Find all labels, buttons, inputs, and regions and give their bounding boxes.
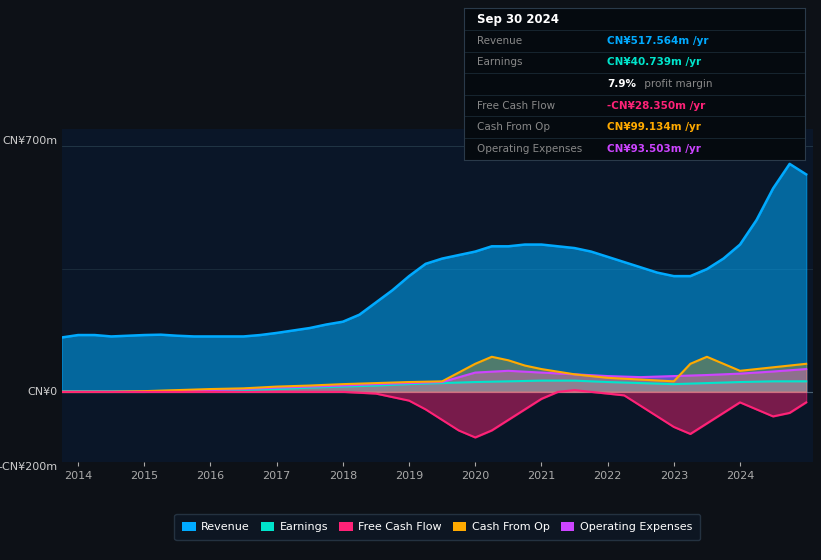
Text: -CN¥28.350m /yr: -CN¥28.350m /yr [607, 101, 705, 111]
Legend: Revenue, Earnings, Free Cash Flow, Cash From Op, Operating Expenses: Revenue, Earnings, Free Cash Flow, Cash … [174, 514, 700, 540]
Text: CN¥700m: CN¥700m [2, 136, 57, 146]
Text: CN¥517.564m /yr: CN¥517.564m /yr [607, 36, 709, 46]
Text: CN¥40.739m /yr: CN¥40.739m /yr [607, 58, 701, 67]
Text: -CN¥200m: -CN¥200m [0, 462, 57, 472]
Text: Revenue: Revenue [478, 36, 523, 46]
Text: CN¥0: CN¥0 [28, 387, 57, 397]
Text: 7.9%: 7.9% [607, 79, 636, 89]
Text: Cash From Op: Cash From Op [478, 122, 551, 132]
Text: Earnings: Earnings [478, 58, 523, 67]
Text: Free Cash Flow: Free Cash Flow [478, 101, 556, 111]
Text: Sep 30 2024: Sep 30 2024 [478, 13, 559, 26]
Text: Operating Expenses: Operating Expenses [478, 144, 583, 154]
Text: CN¥93.503m /yr: CN¥93.503m /yr [607, 144, 701, 154]
Text: CN¥99.134m /yr: CN¥99.134m /yr [607, 122, 701, 132]
Text: profit margin: profit margin [641, 79, 713, 89]
